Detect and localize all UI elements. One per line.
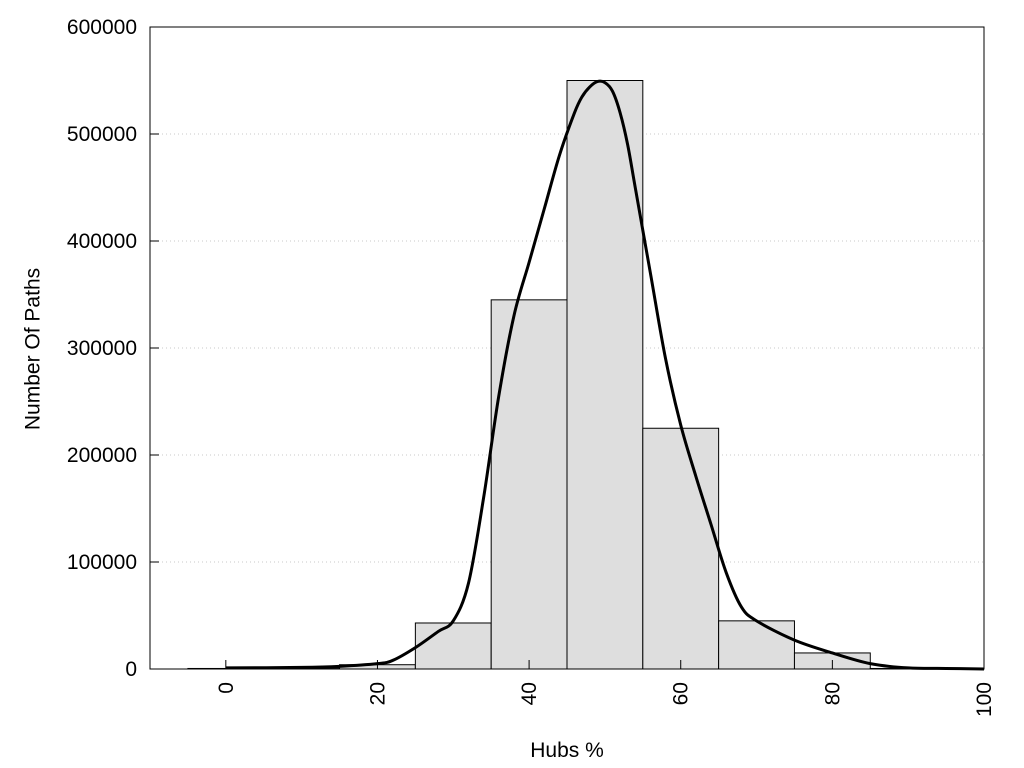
y-tick-labels: 0 100000 200000 300000 400000 500000 600000 [67,16,137,681]
x-tick-labels: 0 20 40 60 80 100 [215,682,996,717]
bars [187,80,947,670]
histogram-bar [566,80,644,670]
y-tick-label: 500000 [67,123,137,146]
x-tick-label: 0 [215,682,238,694]
y-tick-label: 100000 [67,551,137,574]
histogram-bar [414,622,492,670]
x-tick-label: 100 [973,682,996,717]
y-tick-label: 0 [125,658,137,681]
density-curve-line [225,79,985,671]
x-tick-label: 80 [821,682,844,705]
y-tick-label: 200000 [67,444,137,467]
y-tick-label: 600000 [67,16,137,39]
y-axis-title: Number Of Paths [21,268,44,430]
histogram-bar [642,427,720,670]
y-tick-label: 300000 [67,337,137,360]
y-tick-label: 400000 [67,230,137,253]
x-axis-title: Hubs % [530,739,604,762]
x-tick-label: 40 [518,682,541,705]
histogram-bar [718,620,795,670]
density-curve [225,79,985,671]
x-tick-label: 20 [366,682,389,705]
histogram-bar [490,299,568,670]
tick-marks [150,26,985,670]
x-tick-label: 60 [670,682,693,705]
